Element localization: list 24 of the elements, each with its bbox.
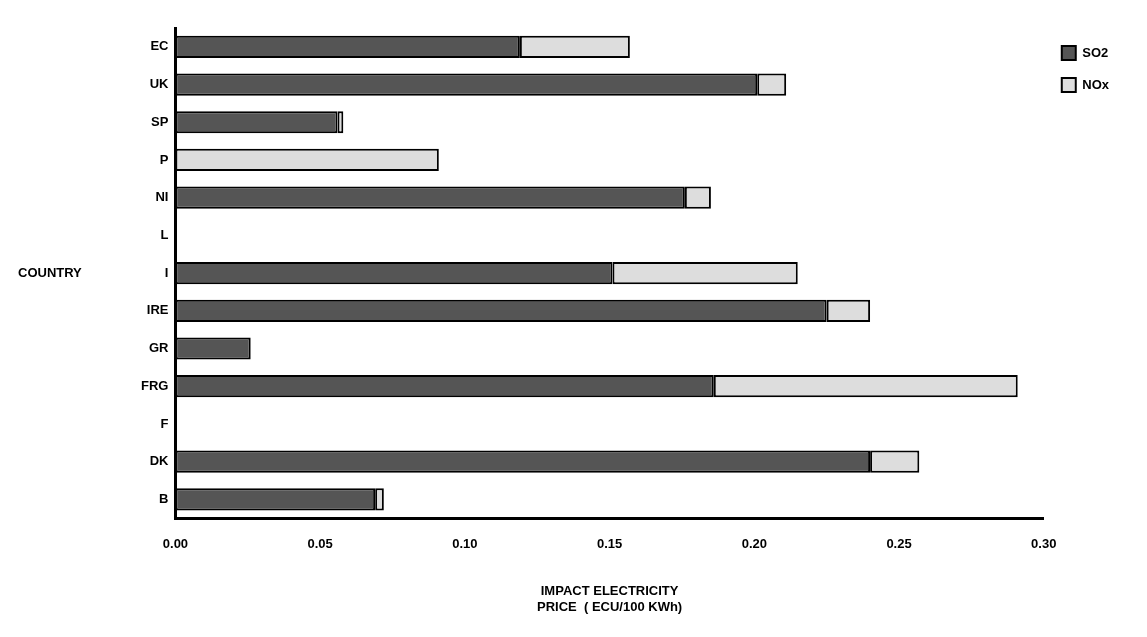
y-tick-label: B	[159, 490, 169, 506]
x-tick-label: 0.00	[162, 535, 189, 551]
y-tick-label: NI	[155, 189, 169, 205]
x-tick-label: 0.10	[452, 535, 478, 551]
y-tick-label: P	[159, 151, 169, 167]
y-tick-label: I	[164, 264, 169, 280]
y-tick-label: EC	[150, 38, 170, 54]
y-tick-label: DK	[149, 453, 170, 469]
y-tick-label: FRG	[140, 377, 169, 393]
x-tick-label: 0.30	[1031, 535, 1057, 551]
y-tick-label: UK	[149, 76, 170, 92]
legend-label: NOx	[1082, 76, 1110, 92]
y-axis-title: COUNTRY	[18, 264, 83, 280]
x-axis-title: IMPACT ELECTRICITY PRICE ( ECU/100 KWh)	[537, 583, 683, 614]
y-tick-label: IRE	[146, 302, 169, 318]
y-tick-label: F	[160, 415, 169, 431]
y-tick-label: SP	[151, 113, 169, 129]
y-tick-label: GR	[148, 340, 170, 356]
x-tick-label: 0.15	[596, 535, 623, 551]
x-tick-label: 0.25	[886, 535, 912, 551]
x-tick-label: 0.05	[307, 535, 333, 551]
legend-label: SO2	[1082, 44, 1109, 60]
x-tick-label: 0.20	[741, 535, 767, 551]
y-tick-label: L	[160, 226, 169, 242]
